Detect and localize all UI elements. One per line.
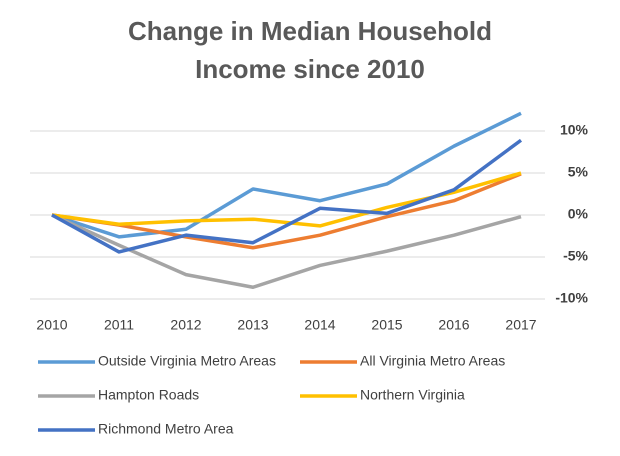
x-tick-label: 2010 — [36, 317, 67, 333]
x-tick-label: 2015 — [371, 317, 402, 333]
x-tick-label: 2012 — [170, 317, 201, 333]
x-tick-label: 2011 — [104, 317, 134, 333]
y-tick-label: 0% — [568, 206, 589, 222]
legend-label: Richmond Metro Area — [98, 421, 234, 437]
series-line — [51, 111, 522, 239]
x-tick-label: 2014 — [304, 317, 335, 333]
y-tick-label: -10% — [555, 290, 588, 306]
y-tick-label: 5% — [568, 164, 589, 180]
x-tick-label: 2013 — [237, 317, 268, 333]
legend-label: Outside Virginia Metro Areas — [98, 353, 276, 369]
legend-label: Northern Virginia — [360, 387, 465, 403]
x-tick-label: 2016 — [438, 317, 469, 333]
legend-label: All Virginia Metro Areas — [360, 353, 505, 369]
x-tick-label: 2017 — [505, 317, 536, 333]
y-tick-label: 10% — [560, 122, 589, 138]
chart-title: Change in Median Household Income since … — [127, 16, 492, 84]
y-tick-label: -5% — [563, 248, 588, 264]
legend-label: Hampton Roads — [98, 387, 199, 403]
series-line — [51, 171, 522, 228]
series-line — [51, 138, 523, 254]
series-line — [51, 172, 522, 250]
